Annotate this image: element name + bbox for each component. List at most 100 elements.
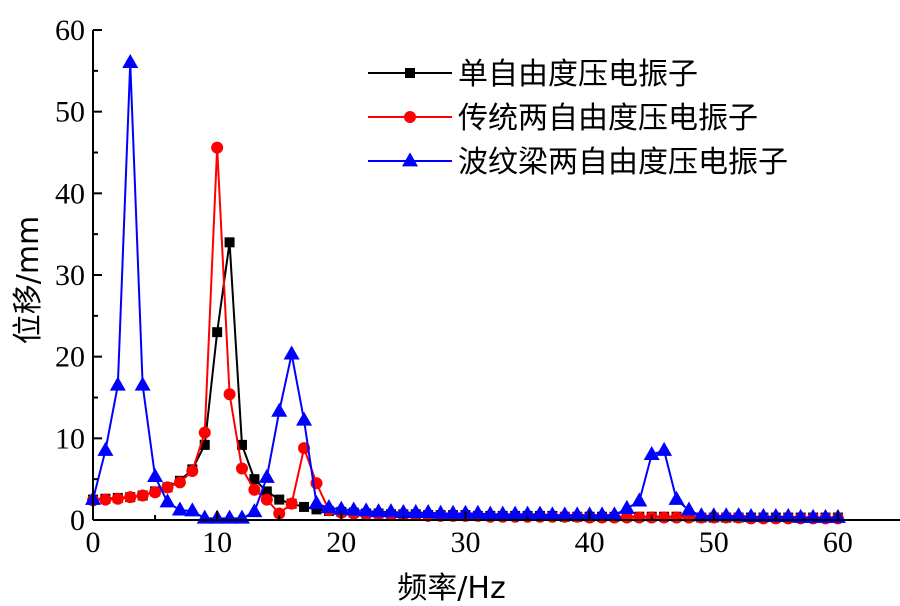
legend-item: 传统两自由度压电振子	[368, 101, 758, 136]
data-point	[159, 493, 176, 508]
data-point	[569, 506, 586, 521]
data-point	[224, 237, 235, 248]
y-tick-label: 10	[55, 422, 85, 455]
data-point	[249, 474, 260, 485]
data-point	[780, 508, 797, 523]
data-point	[482, 505, 499, 520]
data-point	[236, 439, 247, 450]
data-point	[395, 503, 412, 518]
data-point	[199, 439, 210, 450]
data-point	[122, 53, 139, 68]
legend-item: 单自由度压电振子	[368, 57, 698, 92]
data-point	[445, 504, 462, 519]
data-point	[556, 506, 573, 521]
data-point	[97, 441, 114, 456]
data-point	[333, 500, 350, 515]
data-point	[680, 501, 697, 516]
data-point	[531, 505, 548, 520]
data-point	[212, 327, 223, 338]
data-point	[618, 499, 635, 514]
data-point	[494, 505, 511, 520]
data-point	[186, 465, 199, 477]
data-point	[248, 483, 261, 496]
legend-marker	[405, 68, 415, 78]
x-tick-label: 0	[86, 526, 101, 559]
data-point	[420, 503, 437, 518]
data-point	[223, 388, 236, 401]
data-point	[299, 501, 310, 512]
legend-marker	[402, 152, 418, 167]
y-tick-label: 30	[55, 259, 85, 292]
data-point	[161, 481, 174, 494]
data-point	[606, 506, 623, 521]
data-point	[285, 497, 298, 510]
data-point	[594, 506, 611, 521]
data-point	[124, 491, 137, 504]
data-point	[407, 503, 424, 518]
x-tick-label: 60	[823, 526, 853, 559]
data-point	[273, 507, 286, 520]
data-point	[730, 507, 747, 522]
data-point	[345, 501, 362, 516]
y-tick-label: 20	[55, 341, 85, 374]
data-point	[136, 489, 149, 502]
data-point	[656, 441, 673, 456]
series-line	[92, 242, 838, 519]
x-axis-title: 频率/Hz	[397, 571, 505, 606]
y-tick-label: 0	[70, 504, 85, 537]
data-point	[171, 501, 188, 516]
data-point	[211, 141, 224, 154]
legend-label: 波纹梁两自由度压电振子	[458, 145, 788, 180]
series-line	[92, 147, 838, 520]
data-point	[296, 411, 313, 426]
data-point	[432, 504, 449, 519]
data-point	[149, 486, 162, 499]
data-point	[693, 507, 710, 522]
data-point	[743, 508, 760, 523]
x-tick-label: 30	[450, 526, 480, 559]
y-tick-label: 50	[55, 96, 85, 129]
data-point	[246, 503, 263, 518]
data-point	[643, 445, 660, 460]
data-point	[274, 494, 285, 505]
legend-label: 单自由度压电振子	[458, 57, 698, 92]
data-point	[271, 402, 288, 417]
axis-ticks: 0 10 20 30 40 50 60 0 10 20 30 40 50 60	[55, 14, 853, 559]
legend-label: 传统两自由度压电振子	[458, 101, 758, 136]
data-point	[198, 426, 211, 439]
data-point	[320, 499, 337, 514]
data-point	[631, 492, 648, 507]
data-point	[382, 503, 399, 518]
data-point	[370, 503, 387, 518]
data-point	[519, 505, 536, 520]
data-point	[544, 506, 561, 521]
data-point	[173, 476, 186, 489]
data-point	[718, 507, 735, 522]
data-point	[196, 509, 213, 524]
data-point	[261, 486, 272, 497]
x-tick-label: 20	[326, 526, 356, 559]
data-point	[311, 504, 322, 515]
y-tick-label: 40	[55, 177, 85, 210]
data-point	[235, 462, 248, 475]
y-tick-label: 60	[55, 14, 85, 47]
data-point	[221, 509, 238, 524]
data-point	[670, 511, 683, 524]
data-point	[99, 493, 112, 506]
legend-marker	[404, 111, 416, 123]
x-tick-label: 50	[699, 526, 729, 559]
x-tick-label: 40	[575, 526, 605, 559]
data-point	[283, 345, 300, 360]
x-tick-label: 10	[202, 526, 232, 559]
data-point	[755, 508, 772, 523]
legend-item: 波纹梁两自由度压电振子	[368, 145, 788, 180]
data-point	[358, 502, 375, 517]
data-point	[469, 504, 486, 519]
data-point	[308, 494, 325, 509]
data-point	[147, 468, 164, 483]
data-point	[260, 493, 273, 506]
data-point	[668, 490, 685, 505]
y-axis-title: 位移/mm	[11, 216, 46, 345]
